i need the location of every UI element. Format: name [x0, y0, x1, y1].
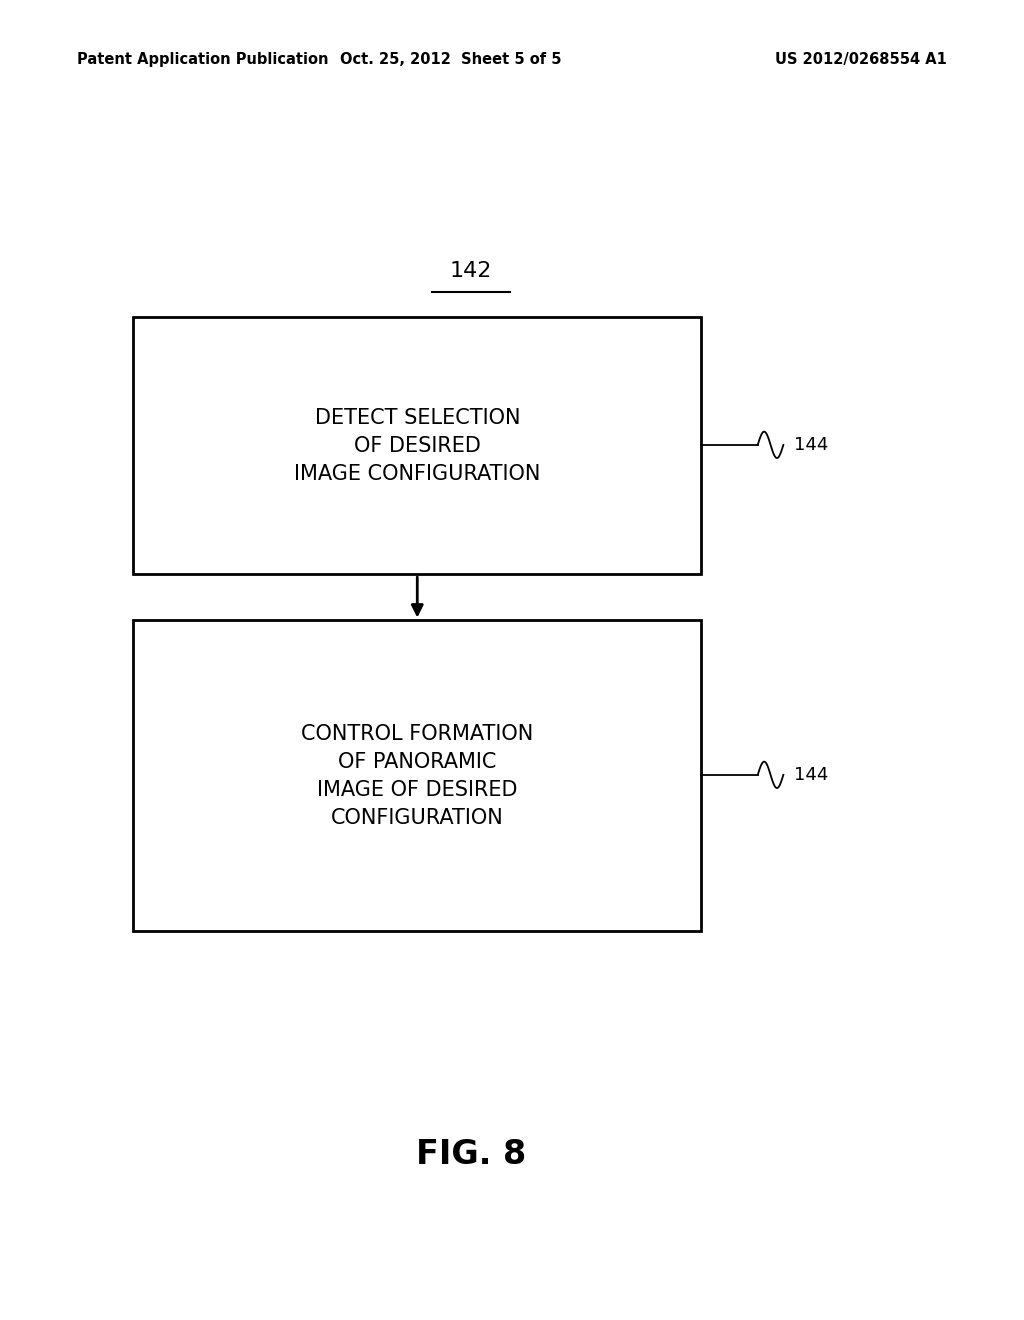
Text: 142: 142 — [450, 260, 493, 281]
Bar — [133, 317, 701, 574]
Bar — [133, 620, 701, 931]
Text: US 2012/0268554 A1: US 2012/0268554 A1 — [775, 51, 947, 67]
Text: FIG. 8: FIG. 8 — [416, 1138, 526, 1172]
Text: DETECT SELECTION
OF DESIRED
IMAGE CONFIGURATION: DETECT SELECTION OF DESIRED IMAGE CONFIG… — [294, 408, 541, 483]
Text: 144: 144 — [794, 436, 828, 454]
Text: Patent Application Publication: Patent Application Publication — [77, 51, 329, 67]
Text: Oct. 25, 2012  Sheet 5 of 5: Oct. 25, 2012 Sheet 5 of 5 — [340, 51, 561, 67]
Text: CONTROL FORMATION
OF PANORAMIC
IMAGE OF DESIRED
CONFIGURATION: CONTROL FORMATION OF PANORAMIC IMAGE OF … — [301, 723, 534, 828]
Text: 144: 144 — [794, 766, 828, 784]
